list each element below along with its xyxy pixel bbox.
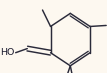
Text: HO: HO [0,48,14,57]
